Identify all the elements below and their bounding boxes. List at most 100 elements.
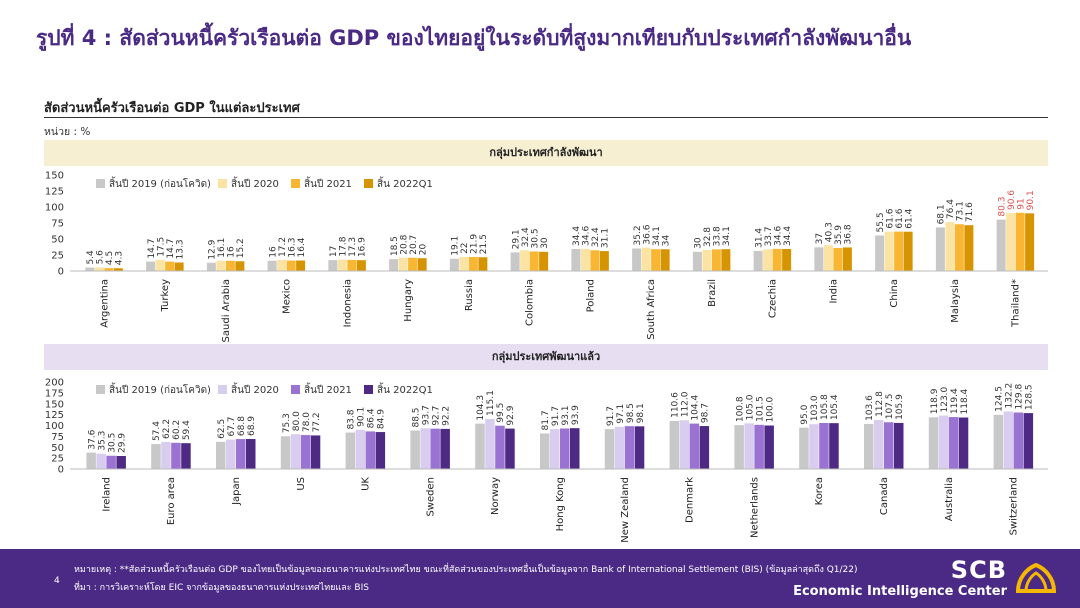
developing-group-header: กลุ่มประเทศกำลังพัฒนา — [44, 140, 1048, 166]
bar — [938, 415, 949, 469]
category-label: Norway — [490, 477, 501, 515]
bar — [235, 261, 245, 271]
bar — [165, 261, 175, 271]
bar — [94, 267, 104, 271]
y-tick-label: 100 — [45, 421, 64, 432]
data-label: 61.4 — [904, 208, 914, 228]
data-label: 55.5 — [876, 212, 886, 232]
data-label: 34 — [661, 235, 671, 247]
data-label: 90.1 — [1026, 190, 1036, 210]
data-label: 37 — [815, 233, 825, 244]
bar — [440, 428, 450, 469]
data-label: 17 — [329, 246, 339, 257]
data-label: 100.8 — [735, 396, 745, 422]
legend-label: สิ้น 2022Q1 — [377, 176, 433, 190]
bar — [632, 248, 642, 271]
data-label: 61.6 — [895, 208, 905, 228]
bar — [290, 434, 301, 469]
bar — [225, 260, 235, 271]
bar — [993, 414, 1004, 469]
bar — [236, 439, 246, 469]
data-label: 13.3 — [175, 239, 185, 259]
data-label: 36.8 — [844, 224, 854, 244]
page-number: 4 — [54, 576, 60, 586]
y-tick-label: 75 — [51, 432, 64, 443]
data-label: 17.3 — [348, 237, 358, 257]
bar — [106, 455, 116, 469]
bar — [206, 262, 216, 271]
data-label: 34.1 — [722, 226, 732, 246]
bar — [475, 423, 485, 469]
category-label: Switzerland — [1009, 477, 1020, 535]
header-rule — [44, 117, 1048, 118]
bar — [945, 222, 955, 271]
category-label: Netherlands — [749, 477, 760, 538]
category-label: Thailand* — [1011, 279, 1022, 328]
data-label: 105.8 — [820, 394, 830, 420]
legend-swatch — [96, 179, 105, 188]
bar — [814, 247, 824, 271]
y-tick-label: 25 — [51, 251, 64, 262]
category-label: Ireland — [101, 477, 112, 512]
bar — [744, 423, 754, 469]
data-label: 61.6 — [885, 208, 895, 228]
legend-label: สิ้นปี 2019 (ก่อนโควิด) — [109, 176, 211, 190]
bar — [86, 452, 96, 469]
bar — [280, 436, 291, 469]
data-label: 16.9 — [358, 237, 368, 257]
bar — [116, 455, 126, 469]
bar — [328, 260, 338, 271]
bar — [702, 250, 712, 271]
bar — [345, 432, 356, 469]
bar — [772, 248, 782, 271]
data-label: 57.4 — [152, 421, 162, 441]
category-label: Sweden — [425, 477, 436, 517]
bar — [539, 251, 549, 271]
data-label: 107.5 — [885, 393, 895, 419]
bar — [948, 417, 959, 469]
data-label: 62.5 — [217, 419, 227, 439]
data-label: 15.2 — [236, 238, 246, 258]
category-label: Denmark — [685, 477, 696, 523]
data-label: 21.5 — [479, 234, 489, 254]
data-label: 35.9 — [834, 225, 844, 245]
data-label: 17.5 — [156, 237, 166, 257]
data-label: 90.6 — [1007, 190, 1017, 210]
y-tick-label: 0 — [58, 267, 64, 278]
bar — [226, 439, 236, 469]
data-label: 103.0 — [810, 395, 820, 421]
data-label: 30.5 — [107, 433, 117, 453]
category-label: Russia — [464, 279, 475, 311]
category-label: Hungary — [403, 279, 414, 322]
bar — [894, 231, 904, 271]
data-label: 16.1 — [217, 238, 227, 258]
legend-label: สิ้นปี 2021 — [304, 382, 352, 396]
y-tick-label: 50 — [51, 443, 64, 454]
y-tick-label: 200 — [45, 378, 64, 389]
data-label: 93.1 — [561, 405, 571, 425]
bar — [903, 231, 913, 271]
legend-swatch — [291, 385, 300, 394]
data-label: 34.4 — [783, 226, 793, 246]
bar — [510, 252, 520, 271]
data-label: 5.4 — [86, 250, 96, 265]
data-label: 98.7 — [701, 403, 711, 423]
data-label: 77.2 — [312, 412, 322, 432]
category-label: Colombia — [525, 279, 536, 326]
data-label: 31.4 — [754, 228, 764, 248]
bar — [614, 426, 625, 469]
bar — [1023, 413, 1034, 469]
data-label: 76.4 — [946, 199, 956, 219]
bar — [641, 247, 651, 271]
data-label: 110.6 — [671, 392, 681, 418]
bar — [958, 417, 969, 469]
data-label: 112.8 — [875, 391, 885, 417]
data-label: 16.4 — [297, 237, 307, 257]
data-label: 104.3 — [476, 395, 486, 421]
bar — [216, 441, 226, 469]
bar — [495, 425, 505, 469]
data-label: 83.8 — [347, 409, 357, 429]
y-tick-label: 125 — [45, 410, 64, 421]
data-label: 34.1 — [652, 226, 662, 246]
